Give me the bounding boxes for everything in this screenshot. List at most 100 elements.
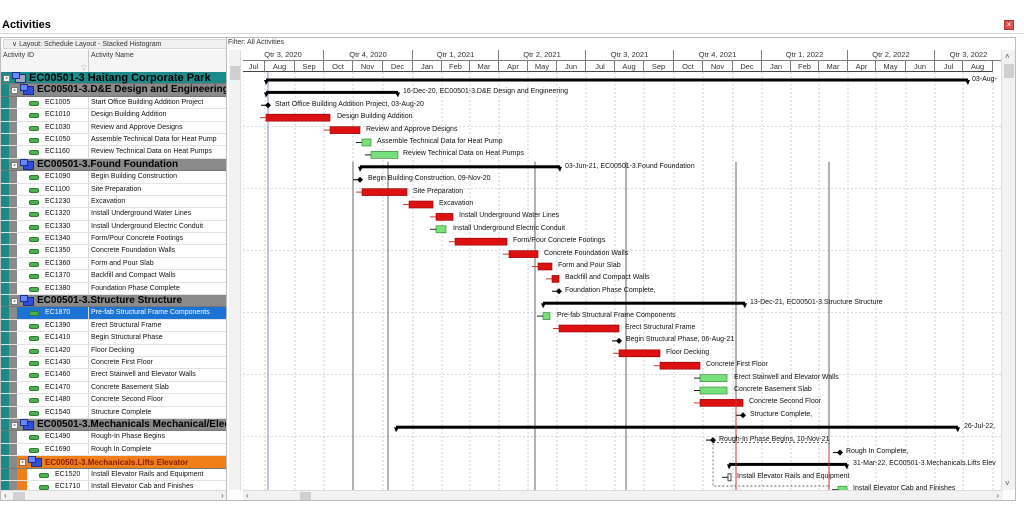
wbs-title: EC00501-3.Mechanicals.Lifts Elevator	[45, 458, 189, 468]
cell-divider	[88, 381, 89, 394]
gantt-bar-label: Install Elevator Rails and Equipment	[737, 472, 850, 480]
scroll-thumb[interactable]	[300, 492, 311, 500]
collapse-toggle-icon[interactable]: -	[3, 75, 10, 82]
scroll-left-icon[interactable]: ‹	[246, 491, 249, 500]
gantt-bar-label: Pre-fab Structural Frame Components	[557, 311, 676, 319]
cell-divider	[88, 183, 89, 195]
wbs-row[interactable]: - EC00501-3.D&E Design and Engineering	[1, 84, 229, 97]
table-row[interactable]: EC1320 Install Underground Water Lines	[1, 208, 229, 221]
table-row[interactable]: EC1870 Pre-fab Structural Frame Component…	[1, 307, 229, 320]
table-row[interactable]: EC1420 Floor Decking	[1, 344, 229, 357]
activity-id-cell: EC1390	[45, 321, 71, 329]
collapse-toggle-icon[interactable]: -	[11, 298, 18, 306]
wbs-color-band	[1, 319, 9, 332]
activity-name-cell: Install Elevator Cab and Finishes	[91, 482, 194, 490]
column-divider[interactable]	[88, 50, 89, 76]
wbs-row[interactable]: - EC00501-3.Found Foundation	[1, 158, 229, 172]
collapse-toggle-icon[interactable]: -	[11, 421, 18, 429]
table-row[interactable]: EC1330 Install Underground Electric Condu…	[1, 220, 229, 234]
scroll-up-icon[interactable]: ˄	[1005, 52, 1010, 61]
table-row[interactable]: EC1430 Concrete First Floor	[1, 356, 229, 370]
table-row[interactable]: EC1540 Structure Complete	[1, 406, 229, 419]
wbs-color-band	[9, 183, 17, 195]
gantt-bar-label: Install Elevator Cab and Finishes	[853, 485, 956, 490]
gantt-chart[interactable]: 03-Aug- 16-Dec-20, EC00501-3.D&E Design a…	[243, 72, 1003, 490]
wbs-row[interactable]: - EC00501-3.Mechanicals.Lifts Elevator	[1, 456, 229, 469]
wbs-color-band	[1, 282, 9, 295]
wbs-folder-icon	[28, 456, 42, 468]
activity-name-cell: Begin Building Construction	[91, 173, 177, 181]
wbs-color-band	[1, 109, 9, 121]
filter-funnel-icon[interactable]: ▽	[81, 65, 87, 72]
table-row[interactable]: EC1090 Begin Building Construction	[1, 171, 229, 184]
column-activity-id[interactable]: Activity ID	[3, 52, 35, 59]
cell-divider	[88, 319, 89, 332]
wbs-color-band	[1, 84, 9, 96]
month-header: Jul	[243, 61, 265, 72]
table-row[interactable]: EC1100 Site Preparation	[1, 183, 229, 196]
gantt-horizontal-scrollbar[interactable]: ‹ ›	[243, 490, 1003, 500]
scroll-thumb[interactable]	[1004, 64, 1014, 78]
gantt-vertical-scrollbar[interactable]: ˄ ˅	[1001, 50, 1015, 490]
gantt-left-scrollbar[interactable]	[229, 50, 241, 490]
wbs-row[interactable]: - EC00501-3 Haitang Corporate Park	[1, 72, 229, 85]
table-row[interactable]: EC1160 Review Technical Data on Heat Pump…	[1, 146, 229, 159]
table-row[interactable]: EC1010 Design Building Addition	[1, 109, 229, 122]
table-row[interactable]: EC1005 Start Office Building Addition Pro…	[1, 96, 229, 110]
scroll-left-icon[interactable]: ‹	[4, 491, 7, 500]
table-row[interactable]: EC1230 Excavation	[1, 195, 229, 209]
month-header: Sep	[295, 61, 324, 72]
gantt-bar-label: Floor Decking	[666, 348, 710, 356]
month-header: Aug	[963, 61, 993, 72]
table-row[interactable]: EC1520 Install Elevator Rails and Equipme…	[1, 468, 229, 481]
scroll-right-icon[interactable]: ›	[221, 491, 224, 500]
wbs-row[interactable]: - EC00501-3.Mechanicals Mechanical/Elec	[1, 418, 230, 432]
cell-divider	[88, 233, 89, 245]
collapse-toggle-icon[interactable]: -	[11, 161, 18, 169]
table-row[interactable]: EC1490 Rough-In Phase Begins	[1, 431, 229, 444]
table-row[interactable]: EC1410 Begin Structural Phase	[1, 332, 229, 345]
cell-divider	[88, 121, 89, 133]
table-row[interactable]: EC1690 Rough In Complete	[1, 443, 229, 457]
gantt-bar-label: Concrete Foundation Walls	[544, 249, 629, 257]
collapse-toggle-icon[interactable]: -	[19, 459, 26, 467]
cell-divider	[88, 270, 89, 282]
activity-bar-icon	[39, 484, 49, 490]
activity-id-cell: EC1710	[55, 482, 81, 490]
wbs-color-band	[9, 171, 17, 183]
wbs-row[interactable]: - EC00501-3.Structure Structure	[1, 295, 229, 308]
table-row[interactable]: EC1460 Erect Stairwell and Elevator Walls	[1, 369, 229, 382]
scroll-right-icon[interactable]: ›	[996, 491, 999, 500]
layout-dropdown[interactable]: ∨ Layout: Schedule Layout - Stacked Hist…	[3, 39, 227, 49]
table-row[interactable]: EC1350 Concrete Foundation Walls	[1, 245, 229, 258]
table-row[interactable]: EC1050 Assemble Technical Data for Heat P…	[1, 133, 229, 147]
scroll-down-icon[interactable]: ˅	[1005, 479, 1010, 488]
wbs-color-band	[9, 295, 229, 307]
quarter-header: Qtr 1, 2021	[413, 50, 499, 61]
table-row[interactable]: EC1390 Erect Structural Frame	[1, 319, 229, 333]
table-row[interactable]: EC1370 Backfill and Compact Walls	[1, 270, 229, 283]
table-row[interactable]: EC1480 Concrete Second Floor	[1, 394, 229, 407]
table-row[interactable]: EC1030 Review and Approve Designs	[1, 121, 229, 134]
activity-bar-icon	[39, 472, 49, 478]
table-row[interactable]: EC1340 Form/Pour Concrete Footings	[1, 233, 229, 246]
activity-name-cell: Install Underground Electric Conduit	[91, 222, 204, 230]
table-row[interactable]: EC1470 Concrete Basement Slab	[1, 381, 229, 395]
month-header: Oct	[324, 61, 353, 72]
collapse-toggle-icon[interactable]: -	[11, 87, 18, 95]
activity-id-cell: EC1480	[45, 396, 71, 404]
scroll-thumb[interactable]	[13, 492, 25, 500]
month-header: Aug	[615, 61, 644, 72]
table-row[interactable]: EC1380 Foundation Phase Complete	[1, 282, 229, 296]
activity-id-cell: EC1370	[45, 272, 71, 280]
column-activity-name[interactable]: Activity Name	[91, 52, 134, 59]
wbs-color-band	[1, 233, 9, 245]
table-row[interactable]: EC1360 Form and Pour Slab	[1, 257, 229, 271]
activity-id-cell: EC1470	[45, 383, 71, 391]
scroll-thumb[interactable]	[230, 66, 240, 80]
activity-bar-icon	[29, 398, 39, 404]
activity-bar-icon	[29, 410, 39, 416]
wbs-color-band	[1, 183, 9, 195]
left-horizontal-scrollbar[interactable]: ‹ ›	[1, 490, 241, 500]
close-icon[interactable]: ×	[1004, 20, 1014, 30]
